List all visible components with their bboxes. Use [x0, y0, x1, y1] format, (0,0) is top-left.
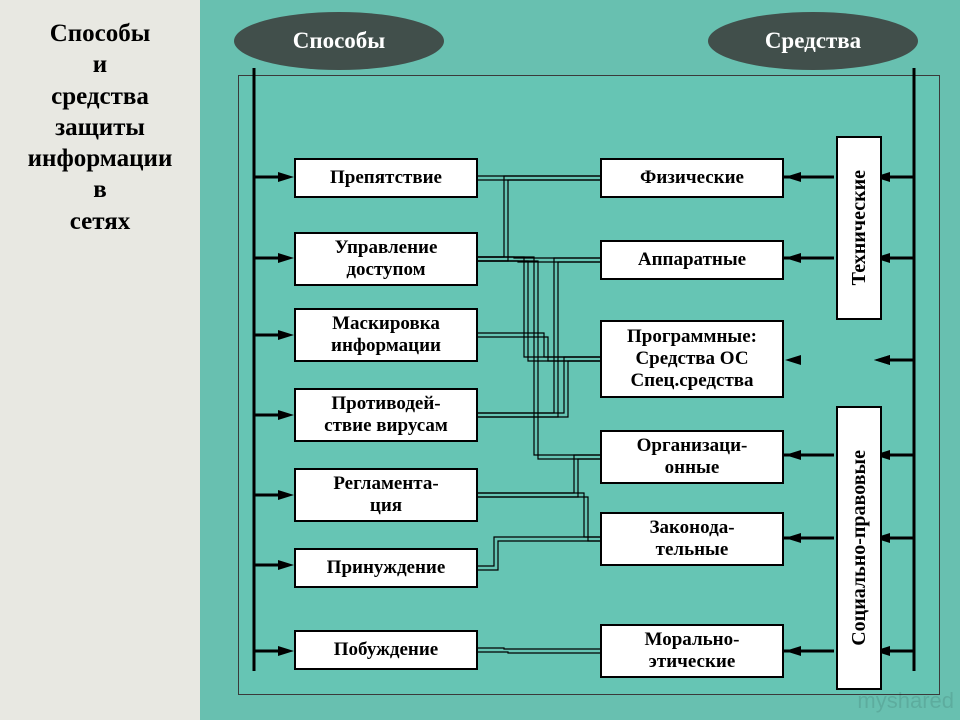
header-means: Средства: [708, 12, 918, 70]
method-obstacle: Препятствие: [294, 158, 478, 198]
diagram-canvas: myshared Способы Средства Препятствие Управ…: [200, 0, 960, 720]
mean-software: Программные:Средства ОССпец.средства: [600, 320, 784, 398]
method-access: Управлениедоступом: [294, 232, 478, 286]
method-reglament: Регламента-ция: [294, 468, 478, 522]
method-motivation: Побуждение: [294, 630, 478, 670]
watermark: myshared: [857, 688, 954, 714]
sidebar: Способыисредствазащитыинформациивсетях: [0, 0, 200, 720]
vgroup-technical: Технические: [836, 136, 882, 320]
header-methods: Способы: [234, 12, 444, 70]
page: Способыисредствазащитыинформациивсетях m…: [0, 0, 960, 720]
mean-hardware: Аппаратные: [600, 240, 784, 280]
mean-physical: Физические: [600, 158, 784, 198]
method-antivirus: Противодей-ствие вирусам: [294, 388, 478, 442]
method-masking: Маскировкаинформации: [294, 308, 478, 362]
mean-organization: Организаци-онные: [600, 430, 784, 484]
mean-moral: Морально-этические: [600, 624, 784, 678]
method-compel: Принуждение: [294, 548, 478, 588]
mean-legal: Законода-тельные: [600, 512, 784, 566]
vgroup-social: Социально-правовые: [836, 406, 882, 690]
page-title: Способыисредствазащитыинформациивсетях: [0, 18, 200, 237]
